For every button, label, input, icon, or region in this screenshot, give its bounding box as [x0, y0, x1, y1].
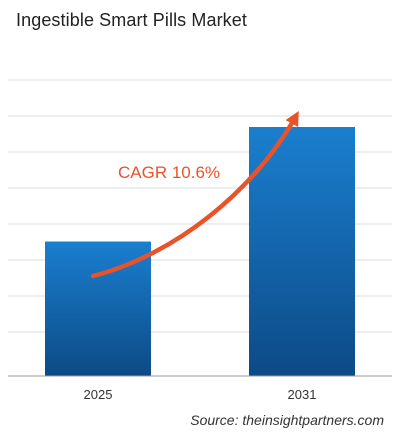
x-tick-label: 2025 — [84, 387, 113, 402]
bar-2031 — [249, 127, 355, 376]
source-label: Source: theinsightpartners.com — [190, 412, 384, 428]
x-tick-labels: 2025 2031 — [84, 387, 317, 402]
x-tick-label: 2031 — [288, 387, 317, 402]
chart-title: Ingestible Smart Pills Market — [16, 10, 247, 30]
cagr-annotation: CAGR 10.6% — [118, 163, 220, 182]
bars — [45, 127, 355, 376]
cagr-arrow — [90, 110, 299, 279]
